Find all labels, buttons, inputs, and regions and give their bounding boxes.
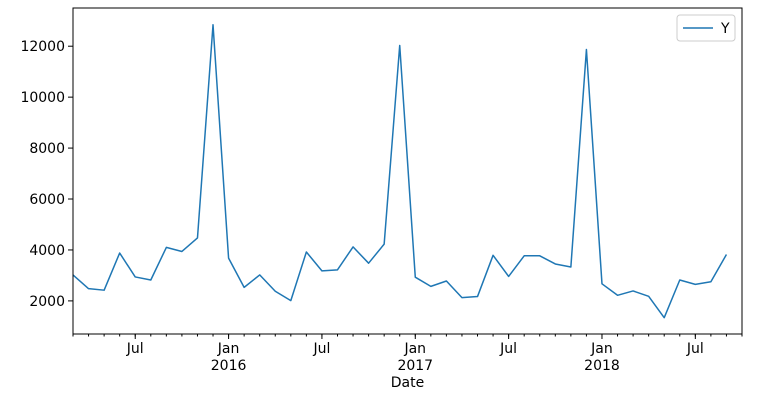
x-tick-label: Jan xyxy=(590,341,613,357)
series-layer xyxy=(72,24,728,319)
x-tick-label: Jan xyxy=(217,341,240,357)
y-tick-label: 6000 xyxy=(29,192,65,208)
y-tick-label: 10000 xyxy=(20,90,65,106)
plot-frame xyxy=(72,7,743,335)
x-tick-label: Jul xyxy=(126,341,144,357)
y-tick-label: 12000 xyxy=(20,39,65,55)
y-tick-label: 2000 xyxy=(29,294,65,310)
legend[interactable]: Y xyxy=(676,14,736,42)
x-tick-year-label: 2018 xyxy=(584,358,620,374)
y-tick-label: 8000 xyxy=(29,141,65,157)
y-axis: 2000 4000 6000 8000 10000 12000 xyxy=(20,39,73,310)
x-axis-label: Date xyxy=(391,375,424,391)
series-line-y xyxy=(72,24,728,319)
x-tick-label: Jul xyxy=(312,341,330,357)
x-tick-year-label: 2017 xyxy=(397,358,433,374)
x-tick-label: Jul xyxy=(686,341,704,357)
y-tick-label: 4000 xyxy=(29,243,65,259)
legend-label-y: Y xyxy=(720,21,730,37)
x-tick-year-label: 2016 xyxy=(211,358,247,374)
x-tick-label: Jul xyxy=(499,341,517,357)
x-tick-label: Jan xyxy=(403,341,426,357)
